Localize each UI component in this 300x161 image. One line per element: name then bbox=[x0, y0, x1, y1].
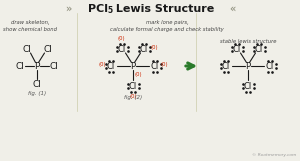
Text: fig. (1): fig. (1) bbox=[28, 90, 46, 95]
Text: Cl: Cl bbox=[16, 62, 24, 71]
Text: Cl: Cl bbox=[22, 44, 32, 53]
Text: Cl: Cl bbox=[266, 62, 274, 71]
Text: Cl: Cl bbox=[129, 81, 137, 90]
Text: Cl: Cl bbox=[44, 44, 52, 53]
Text: © Rootmemory.com: © Rootmemory.com bbox=[252, 153, 296, 157]
Text: (0): (0) bbox=[160, 62, 168, 66]
Text: Lewis Structure: Lewis Structure bbox=[112, 4, 214, 14]
Text: draw skeleton,
show chemical bond: draw skeleton, show chemical bond bbox=[3, 20, 57, 32]
Text: P: P bbox=[245, 62, 250, 71]
Text: (0): (0) bbox=[129, 94, 137, 99]
Text: 5: 5 bbox=[107, 6, 112, 15]
Text: P: P bbox=[130, 62, 136, 71]
Text: Cl: Cl bbox=[140, 44, 148, 53]
Text: »: » bbox=[65, 4, 71, 14]
Text: Cl: Cl bbox=[222, 62, 230, 71]
Text: Cl: Cl bbox=[107, 62, 115, 71]
Text: (0): (0) bbox=[134, 71, 142, 76]
Text: (0): (0) bbox=[150, 44, 158, 49]
Text: (0): (0) bbox=[98, 62, 106, 66]
Text: PCl: PCl bbox=[88, 4, 108, 14]
Text: (0): (0) bbox=[117, 35, 125, 41]
Text: «: « bbox=[229, 4, 235, 14]
Text: Cl: Cl bbox=[151, 62, 159, 71]
Text: mark lone pairs,
calculate formal charge and check stability: mark lone pairs, calculate formal charge… bbox=[110, 20, 224, 32]
Text: fig. (2): fig. (2) bbox=[124, 95, 142, 99]
Text: Cl: Cl bbox=[244, 81, 252, 90]
Text: Cl: Cl bbox=[233, 44, 241, 53]
Text: stable lewis structure: stable lewis structure bbox=[220, 38, 276, 43]
Text: Cl: Cl bbox=[33, 80, 41, 89]
Text: Cl: Cl bbox=[50, 62, 58, 71]
Text: Cl: Cl bbox=[255, 44, 263, 53]
Text: Cl: Cl bbox=[118, 44, 126, 53]
Text: P: P bbox=[34, 62, 40, 71]
